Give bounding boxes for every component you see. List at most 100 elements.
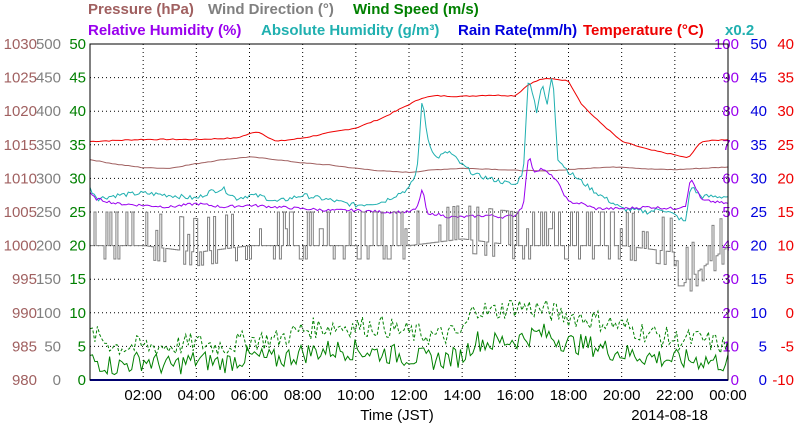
x-tick: 18:00 <box>550 387 588 404</box>
y-tick-wind-direction: 300 <box>36 170 61 187</box>
axes: 9809859909951000100510101015102010251030… <box>4 36 794 404</box>
y-tick-wind-speed: 45 <box>69 70 86 87</box>
y-tick-wind-direction: 250 <box>36 204 61 221</box>
legend: Pressure (hPa) Wind Direction (°) Wind Spe… <box>88 1 754 39</box>
x-tick: 10:00 <box>337 387 375 404</box>
legend-entry-0: Pressure (hPa) <box>88 1 194 18</box>
y-tick-rain-rate: 45 <box>750 70 767 87</box>
y-tick-pressure: 1000 <box>4 238 37 255</box>
y-tick-pressure: 1030 <box>4 36 37 53</box>
y-tick-pressure: 990 <box>12 305 37 322</box>
y-tick-wind-speed: 15 <box>69 271 86 288</box>
y-tick-rain-rate: 35 <box>750 137 767 154</box>
y-tick-wind-direction: 200 <box>36 238 61 255</box>
x-tick: 20:00 <box>603 387 641 404</box>
y-tick-rain-rate: 15 <box>750 271 767 288</box>
y-tick-wind-direction: 500 <box>36 36 61 53</box>
series-wind-speed <box>89 323 729 376</box>
y-tick-wind-direction: 450 <box>36 70 61 87</box>
y-tick-wind-speed: 20 <box>69 238 86 255</box>
x-tick: 14:00 <box>443 387 481 404</box>
y-tick-temperature: 35 <box>777 70 794 87</box>
y-tick-relative-humidity: 40 <box>722 238 739 255</box>
y-tick-relative-humidity: 70 <box>722 137 739 154</box>
y-tick-rain-rate: 20 <box>750 238 767 255</box>
y-tick-pressure: 1020 <box>4 103 37 120</box>
y-tick-wind-speed: 10 <box>69 305 86 322</box>
y-tick-temperature: -5 <box>781 338 794 355</box>
series-wind-gust <box>89 298 729 357</box>
y-tick-rain-rate: 40 <box>750 103 767 120</box>
legend-entry-1: Wind Direction (°) <box>208 1 334 18</box>
legend-entry-5: Rain Rate(mm/h) <box>458 22 577 39</box>
date-label: 2014-08-18 <box>631 407 708 424</box>
y-tick-wind-direction: 400 <box>36 103 61 120</box>
series-layer <box>89 77 730 381</box>
y-tick-relative-humidity: 0 <box>731 372 739 389</box>
x-tick: 12:00 <box>390 387 428 404</box>
y-tick-pressure: 1010 <box>4 170 37 187</box>
legend-entry-2: Wind Speed (m/s) <box>353 1 479 18</box>
legend-entry-4: Absolute Humidity (g/m³) <box>261 22 439 39</box>
y-tick-temperature: 5 <box>786 271 794 288</box>
y-tick-pressure: 980 <box>12 372 37 389</box>
y-tick-pressure: 1015 <box>4 137 37 154</box>
y-tick-wind-direction: 350 <box>36 137 61 154</box>
series-pressure <box>89 156 729 174</box>
y-tick-relative-humidity: 10 <box>722 338 739 355</box>
y-tick-rain-rate: 50 <box>750 36 767 53</box>
y-tick-wind-speed: 25 <box>69 204 86 221</box>
y-tick-pressure: 985 <box>12 338 37 355</box>
series-absolute-humidity <box>89 78 729 222</box>
y-tick-pressure: 1005 <box>4 204 37 221</box>
legend-entry-3: Relative Humidity (%) <box>88 22 241 39</box>
y-tick-wind-speed: 35 <box>69 137 86 154</box>
y-tick-relative-humidity: 80 <box>722 103 739 120</box>
legend-entry-6: Temperature (°C) <box>583 22 704 39</box>
x-tick: 06:00 <box>231 387 269 404</box>
y-tick-rain-rate: 5 <box>759 338 767 355</box>
y-tick-relative-humidity: 30 <box>722 271 739 288</box>
y-tick-temperature: 40 <box>777 36 794 53</box>
y-tick-wind-speed: 30 <box>69 170 86 187</box>
y-tick-wind-direction: 50 <box>44 338 61 355</box>
y-tick-rain-rate: 0 <box>759 372 767 389</box>
x-tick: 08:00 <box>284 387 322 404</box>
scale-note: x0.2 <box>725 22 754 39</box>
y-tick-wind-direction: 150 <box>36 271 61 288</box>
x-tick: 22:00 <box>656 387 694 404</box>
y-tick-rain-rate: 25 <box>750 204 767 221</box>
series-temperature <box>89 77 729 159</box>
y-tick-pressure: 995 <box>12 271 37 288</box>
y-tick-wind-direction: 100 <box>36 305 61 322</box>
y-tick-temperature: 15 <box>777 204 794 221</box>
y-tick-rain-rate: 10 <box>750 305 767 322</box>
y-tick-temperature: 0 <box>786 305 794 322</box>
series-wind-direction <box>90 205 730 292</box>
y-tick-pressure: 1025 <box>4 70 37 87</box>
y-tick-wind-speed: 40 <box>69 103 86 120</box>
y-tick-wind-direction: 0 <box>53 372 61 389</box>
x-tick: 02:00 <box>124 387 162 404</box>
plot-frame <box>89 43 729 381</box>
x-tick: 00:00 <box>709 387 747 404</box>
y-tick-relative-humidity: 50 <box>722 204 739 221</box>
x-axis-label: Time (JST) <box>360 407 434 424</box>
y-tick-temperature: 10 <box>777 238 794 255</box>
y-tick-wind-speed: 0 <box>78 372 86 389</box>
x-tick: 04:00 <box>178 387 216 404</box>
y-tick-temperature: -10 <box>772 372 794 389</box>
y-tick-relative-humidity: 90 <box>722 70 739 87</box>
y-tick-wind-speed: 50 <box>69 36 86 53</box>
plot-border <box>89 43 729 381</box>
y-tick-rain-rate: 30 <box>750 170 767 187</box>
y-tick-temperature: 25 <box>777 137 794 154</box>
y-tick-wind-speed: 5 <box>78 338 86 355</box>
y-tick-temperature: 30 <box>777 103 794 120</box>
x-tick: 16:00 <box>497 387 535 404</box>
y-tick-relative-humidity: 60 <box>722 170 739 187</box>
y-tick-relative-humidity: 20 <box>722 305 739 322</box>
y-tick-temperature: 20 <box>777 170 794 187</box>
series-relative-humidity <box>89 157 729 219</box>
